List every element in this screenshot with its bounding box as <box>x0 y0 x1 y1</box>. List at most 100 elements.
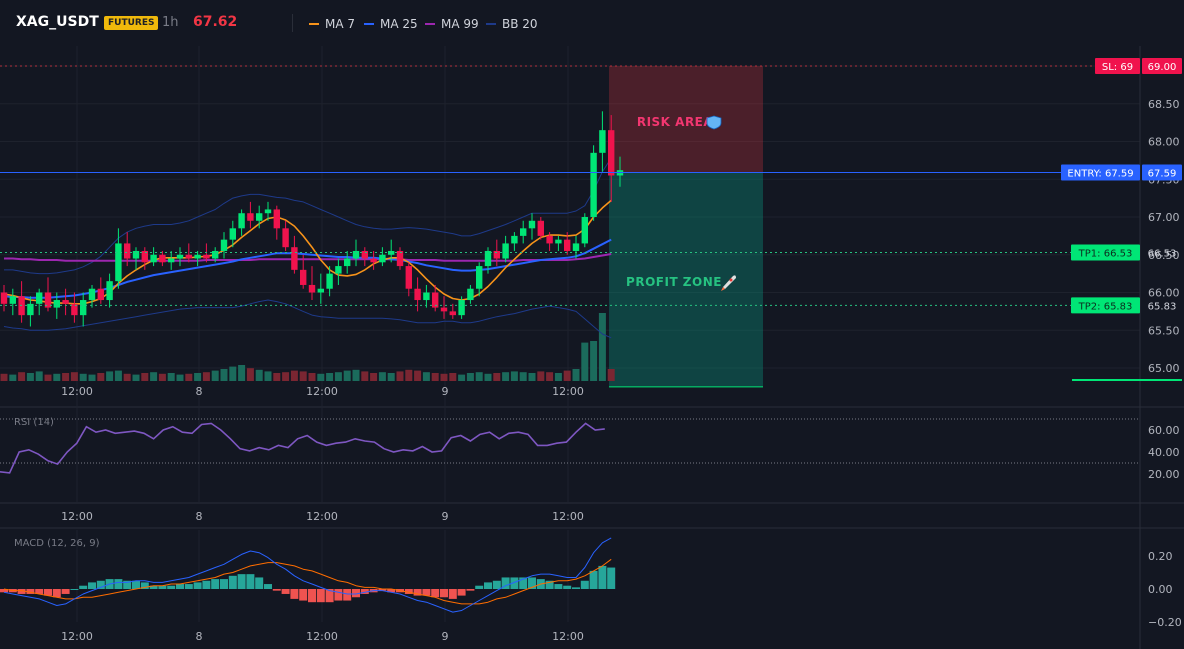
candle-body <box>282 228 289 248</box>
volume-bar <box>211 370 219 381</box>
volume-bar <box>70 372 78 381</box>
price-tick-label: 66.50 <box>1148 249 1180 262</box>
legend-bb20-label: BB 20 <box>502 17 538 31</box>
volume-bar <box>35 371 43 381</box>
candle-body <box>546 235 553 244</box>
macd-histogram-bar <box>158 585 167 589</box>
volume-bar <box>607 369 615 381</box>
tp2-price-label: 65.83 <box>1148 301 1177 312</box>
macd-histogram-bar <box>352 589 360 598</box>
ma25-line <box>3 238 612 299</box>
trade-lines <box>0 65 1182 381</box>
macd-histogram-bar <box>316 589 325 603</box>
legend-ma7[interactable]: MA 7 <box>309 17 355 31</box>
time-tick-label: 12:00 <box>61 510 93 523</box>
macd-histogram-bar <box>572 587 580 589</box>
volume-bar <box>334 372 342 381</box>
macd-histogram-bar <box>88 582 96 589</box>
candle-body <box>476 266 483 289</box>
candle-body <box>590 152 597 217</box>
profit-zone <box>609 172 763 387</box>
volume-bar <box>537 371 545 381</box>
volume-bar <box>97 373 105 381</box>
volume-bar <box>185 373 193 381</box>
macd-pane: MACD (12, 26, 9) 0.20 0.00 −0.20 <box>0 537 1182 629</box>
macd-tick-label: 0.00 <box>1148 583 1173 596</box>
macd-histogram-bar <box>184 584 193 589</box>
price-tick-label: 65.50 <box>1148 324 1180 337</box>
macd-histogram-bar <box>202 580 211 589</box>
volume-bar <box>563 370 571 381</box>
candle-body <box>308 284 316 293</box>
tp1-tag-label: TP1: 66.53 <box>1078 248 1133 259</box>
legend-ma25[interactable]: MA 25 <box>364 17 418 31</box>
candle-body <box>520 228 527 236</box>
bollinger-bands <box>3 157 612 339</box>
candle-body <box>194 254 201 259</box>
price-tags: SL: 69 69.00 ENTRY: 67.59 67.59 TP1: 66.… <box>1061 58 1182 314</box>
volume-bar <box>53 373 61 381</box>
candle-body <box>141 250 148 263</box>
candle-body <box>0 292 8 304</box>
candle-body <box>80 300 87 316</box>
candle-body <box>97 288 104 301</box>
candle-body <box>176 254 184 259</box>
volume-bar <box>387 373 395 381</box>
macd-histogram-bar <box>404 589 413 594</box>
price-tick-label: 65.00 <box>1148 362 1180 375</box>
candle-body <box>493 250 500 259</box>
rsi-tick-label: 20.00 <box>1148 468 1180 481</box>
moving-averages <box>3 199 612 305</box>
volume-bar <box>26 373 34 381</box>
sl-tag-label: SL: 69 <box>1102 62 1133 73</box>
candle-body <box>229 228 236 240</box>
macd-histogram-bar <box>272 589 281 591</box>
ma7-line <box>3 199 612 305</box>
bb-upper-line <box>4 157 612 275</box>
legend-bb20[interactable]: BB 20 <box>486 17 538 31</box>
time-tick-label: 9 <box>442 385 449 398</box>
macd-tick-label: 0.20 <box>1148 550 1173 563</box>
macd-histogram-bar <box>237 574 246 589</box>
macd-histogram-bar <box>528 577 536 589</box>
rocket-icon <box>721 275 736 291</box>
volume-bar <box>449 373 457 381</box>
macd-histogram-bar <box>334 589 343 601</box>
price-tick-label: 68.50 <box>1148 98 1180 111</box>
candle-body <box>88 288 96 301</box>
candle-body <box>220 239 228 251</box>
chart-header: XAG_USDT FUTURES 1h 67.62 MA 7 MA 25 MA … <box>0 0 1184 46</box>
volume-bar <box>308 373 316 381</box>
candle-body <box>344 258 351 267</box>
volume-bar <box>290 370 298 381</box>
time-tick-label: 8 <box>196 510 203 523</box>
volume-bar <box>352 369 360 381</box>
symbol-name[interactable]: XAG_USDT <box>16 14 99 30</box>
macd-histogram-bar <box>255 577 264 589</box>
candle-body <box>115 243 122 282</box>
candle-body <box>132 250 140 259</box>
tp2-tag-label: TP2: 65.83 <box>1078 301 1133 312</box>
candle-body <box>537 220 544 236</box>
candle-body <box>502 243 509 259</box>
macd-histogram-bar <box>519 577 528 589</box>
volume-bar <box>0 373 8 381</box>
candle-body <box>440 307 448 312</box>
legend-ma99[interactable]: MA 99 <box>425 17 479 31</box>
time-tick-label: 12:00 <box>306 510 338 523</box>
volume-bar <box>79 373 87 381</box>
candle-body <box>555 239 562 244</box>
macd-tick-label: −0.20 <box>1148 616 1182 629</box>
volume-bar <box>123 373 131 381</box>
candle-body <box>36 292 43 304</box>
macd-histogram-bar <box>0 589 8 593</box>
macd-histogram-bar <box>589 570 598 589</box>
candle-body <box>511 235 518 244</box>
sl-price-label: 69.00 <box>1148 62 1177 73</box>
macd-histogram-bar <box>228 575 237 589</box>
timeframe-selector[interactable]: 1h <box>162 15 179 30</box>
candle-body <box>212 250 219 259</box>
volume-bar <box>361 371 369 381</box>
ma99-line <box>4 253 612 262</box>
